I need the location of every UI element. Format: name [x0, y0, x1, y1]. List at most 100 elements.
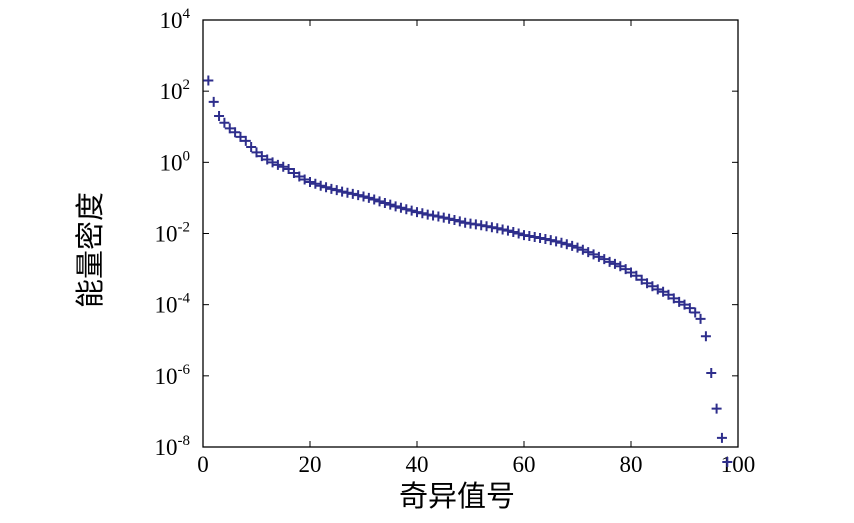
data-point — [208, 96, 219, 107]
data-point — [508, 227, 519, 238]
data-point — [567, 240, 578, 251]
data-point — [609, 258, 620, 269]
data-point — [262, 154, 273, 165]
data-point — [695, 313, 706, 324]
data-point — [636, 274, 647, 285]
data-point — [626, 267, 636, 278]
x-tick-label: 0 — [197, 452, 209, 477]
data-point — [497, 224, 508, 235]
data-point — [395, 202, 406, 213]
data-point — [722, 456, 733, 467]
data-point — [620, 264, 631, 275]
data-point — [214, 111, 225, 122]
data-point — [288, 168, 299, 179]
data-point — [604, 256, 615, 267]
data-point — [406, 205, 417, 216]
data-point — [267, 157, 278, 168]
data-point — [390, 201, 401, 212]
data-point — [315, 180, 326, 191]
data-point — [251, 147, 262, 158]
data-point — [342, 187, 353, 198]
data-point — [305, 177, 315, 188]
data-point — [556, 237, 567, 248]
data-point — [513, 228, 524, 239]
data-point — [502, 225, 513, 236]
data-point — [246, 141, 257, 152]
y-tick-label: 102 — [160, 77, 191, 104]
y-tick-label: 10-8 — [155, 433, 191, 460]
data-point — [711, 403, 722, 414]
plot-frame — [202, 19, 739, 448]
data-point — [572, 242, 583, 253]
data-point — [583, 247, 594, 258]
data-point — [615, 261, 626, 272]
data-point — [283, 163, 294, 174]
data-point — [652, 284, 663, 295]
data-point — [486, 222, 497, 233]
data-point — [454, 216, 465, 227]
y-axis-ticks: 10-8 10-6 10-4 10-2 100 102 104 — [155, 6, 738, 460]
data-point — [438, 212, 449, 223]
data-point — [663, 289, 674, 300]
data-point — [347, 188, 358, 199]
data-point — [299, 174, 310, 185]
data-point — [369, 194, 380, 205]
data-point — [337, 186, 348, 197]
data-point — [444, 213, 455, 224]
data-point — [240, 135, 251, 146]
data-point — [374, 196, 385, 207]
x-tick-label: 60 — [513, 452, 536, 477]
data-point — [492, 223, 503, 234]
data-point — [588, 249, 599, 260]
data-point — [684, 303, 695, 314]
data-point — [256, 151, 267, 162]
data-point — [353, 190, 364, 201]
data-point — [631, 270, 642, 281]
data-point — [363, 192, 374, 203]
y-axis-title: 能量密度 — [74, 192, 107, 308]
data-point — [219, 117, 230, 128]
axes — [202, 19, 739, 448]
data-point — [203, 75, 214, 86]
data-point — [593, 251, 604, 262]
data-point — [412, 207, 422, 218]
data-point — [679, 299, 690, 310]
data-point — [417, 208, 428, 219]
data-point — [294, 171, 305, 182]
data-point — [433, 211, 444, 222]
data-point — [700, 331, 711, 342]
x-tick-label: 100 — [721, 452, 756, 477]
data-point — [577, 244, 588, 255]
data-point — [706, 368, 717, 379]
data-point — [235, 131, 246, 142]
data-point — [690, 307, 701, 318]
data-point — [674, 296, 685, 307]
y-tick-label: 10-6 — [155, 362, 191, 389]
data-point — [224, 123, 235, 134]
data-point — [278, 161, 289, 172]
y-tick-label: 104 — [160, 6, 191, 33]
data-point — [385, 199, 396, 210]
data-point — [358, 191, 369, 202]
data-point — [668, 293, 679, 304]
y-tick-label: 10-2 — [155, 220, 191, 247]
x-tick-label: 20 — [299, 452, 322, 477]
data-point — [642, 278, 653, 289]
data-point — [540, 234, 551, 245]
data-point — [310, 178, 321, 189]
data-point — [535, 232, 546, 243]
x-axis-ticks: 0 20 40 60 80 100 — [197, 20, 755, 477]
data-point — [326, 183, 337, 194]
data-point — [647, 281, 658, 292]
y-tick-label: 100 — [160, 148, 191, 175]
y-tick-label: 10-4 — [155, 291, 191, 318]
x-tick-label: 80 — [620, 452, 643, 477]
data-point — [551, 236, 562, 247]
data-point — [449, 214, 460, 225]
data-point — [561, 239, 572, 250]
data-point — [716, 432, 727, 443]
data-point — [401, 204, 412, 215]
data-point — [230, 127, 241, 138]
data-point — [599, 254, 610, 265]
